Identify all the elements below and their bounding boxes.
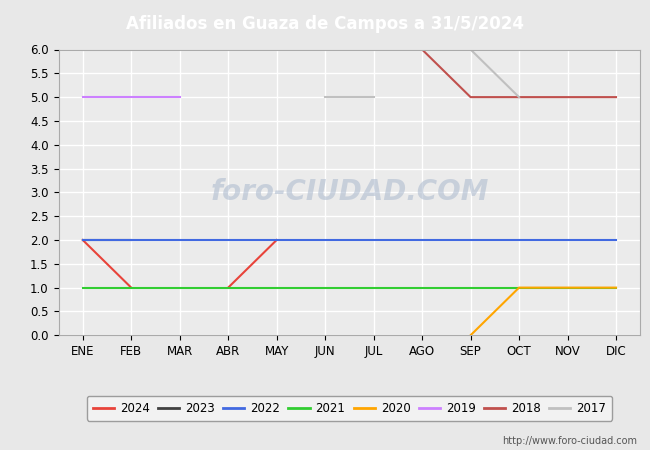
Legend: 2024, 2023, 2022, 2021, 2020, 2019, 2018, 2017: 2024, 2023, 2022, 2021, 2020, 2019, 2018… — [86, 396, 612, 421]
Text: Afiliados en Guaza de Campos a 31/5/2024: Afiliados en Guaza de Campos a 31/5/2024 — [126, 14, 524, 33]
Text: http://www.foro-ciudad.com: http://www.foro-ciudad.com — [502, 436, 637, 446]
Text: foro-CIUDAD.COM: foro-CIUDAD.COM — [210, 178, 489, 207]
